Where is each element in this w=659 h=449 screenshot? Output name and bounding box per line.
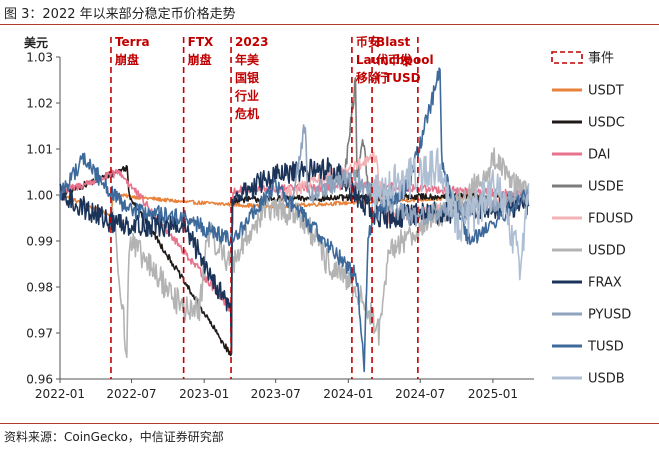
x-tick-label: 2022-07: [106, 387, 156, 401]
event-label: 年美: [235, 52, 260, 67]
event-label: 2023: [235, 35, 268, 49]
stablecoin-price-chart: 美元 0.96 0.97 0.98 0.99 1.00 1.01 1.02 1.03 2022…: [24, 34, 633, 401]
event-label: 崩盘: [115, 52, 139, 67]
legend-label-usde: USDE: [588, 180, 624, 195]
y-tick-label: 1.01: [26, 143, 53, 157]
x-tick-label: 2023-01: [179, 387, 229, 401]
legend-label-usdc: USDC: [588, 116, 625, 131]
y-tick-label: 0.96: [26, 373, 53, 387]
y-tick-label: 1.02: [26, 97, 53, 111]
event-label: 行: [375, 70, 388, 85]
legend-label-tusd: TUSD: [587, 340, 624, 355]
x-tick-label: 2022-01: [35, 387, 85, 401]
y-tick-label: 0.99: [26, 235, 53, 249]
legend-label-pyusd: PYUSD: [588, 308, 631, 323]
legend-label-usdt: USDT: [588, 84, 624, 99]
x-axis: 2022-01 2022-07 2023-01 2023-07 2024-01 2024-…: [35, 378, 534, 401]
event-label: Launchpool: [356, 53, 434, 67]
legend-label-usdd: USDD: [588, 244, 626, 259]
source-note: 资料来源：CoinGecko，中信证券研究部: [4, 430, 224, 444]
y-axis-label: 美元: [24, 35, 48, 50]
series-layer: [59, 67, 530, 373]
series-line-tusd: [59, 67, 530, 373]
legend: 事件 USDT USDC DAI USDE FDUSD USDD FRAX PYUSD TUSD U…: [551, 51, 633, 387]
legend-label-dai: DAI: [588, 148, 611, 163]
legend-label-usdb: USDB: [588, 372, 625, 387]
x-tick-label: 2025-01: [468, 387, 518, 401]
x-tick-label: 2024-07: [395, 387, 445, 401]
y-tick-label: 0.98: [26, 281, 53, 295]
y-tick-label: 1.03: [26, 51, 53, 65]
y-tick-label: 0.97: [26, 327, 53, 341]
x-tick-label: 2023-07: [251, 387, 301, 401]
event-label: Terra: [115, 35, 150, 49]
y-axis: 美元 0.96 0.97 0.98 0.99 1.00 1.01 1.02 1.03: [24, 35, 61, 387]
series-line-frax: [59, 157, 530, 355]
legend-label-event: 事件: [588, 51, 614, 66]
bottom-rule: [0, 423, 659, 424]
event-label: FTX: [188, 35, 214, 49]
event-label: 移除 TUSD: [356, 70, 421, 85]
event-label: 国银: [235, 70, 260, 85]
event-label: 危机: [234, 106, 259, 121]
event-label: 崩盘: [188, 52, 212, 67]
top-rule: [0, 24, 659, 25]
series-line-usdb: [371, 147, 530, 281]
event-label: 代币发: [375, 52, 413, 67]
event-label: 行业: [234, 88, 259, 103]
legend-label-frax: FRAX: [588, 276, 622, 291]
y-tick-label: 1.00: [26, 189, 53, 203]
legend-label-fdusd: FDUSD: [588, 212, 633, 227]
figure-title: 图 3：2022 年以来部分稳定币价格走势: [4, 7, 236, 22]
legend-swatch-event: [551, 51, 583, 64]
event-label: Blast: [376, 35, 411, 49]
event-label: 币安: [356, 34, 380, 49]
x-tick-label: 2024-01: [323, 387, 373, 401]
